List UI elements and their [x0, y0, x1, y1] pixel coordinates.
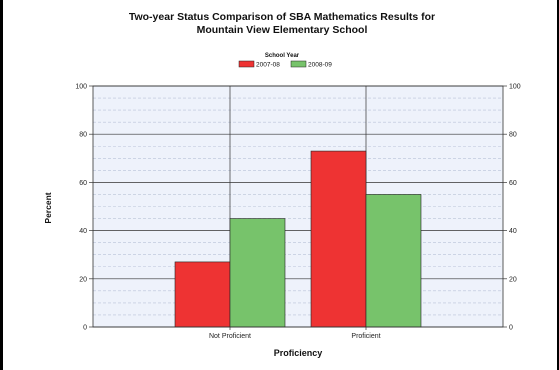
y-tick-label-left: 0 — [83, 325, 87, 332]
legend-title: School Year — [265, 53, 300, 59]
y-axis-label: Percent — [43, 192, 53, 223]
y-tick-label-left: 100 — [75, 84, 87, 91]
y-tick-label-right: 100 — [509, 84, 521, 91]
y-tick-label-left: 40 — [79, 228, 87, 235]
legend-label-2007-08: 2007-08 — [256, 62, 280, 69]
x-tick-label: Not Proficient — [209, 333, 251, 340]
y-tick-label-left: 20 — [79, 276, 87, 283]
y-tick-label-left: 80 — [79, 132, 87, 139]
y-tick-label-right: 60 — [509, 180, 517, 187]
bar-2007-08-not-proficient — [174, 261, 231, 328]
x-axis-label: Proficiency — [274, 348, 323, 358]
bar-2008-09-not-proficient — [229, 218, 286, 328]
y-tick-label-left: 60 — [79, 180, 87, 187]
bar-2007-08-proficient — [310, 150, 367, 328]
legend-swatch-2007-08 — [238, 60, 255, 68]
x-tick-label: Proficient — [351, 333, 380, 340]
plot-border — [92, 85, 504, 328]
chart-title-line-2: Mountain View Elementary School — [197, 24, 368, 36]
bar-2008-09-proficient — [365, 194, 422, 328]
legend-swatch-2008-09 — [290, 60, 307, 68]
y-tick-label-right: 0 — [509, 325, 513, 332]
y-tick-label-right: 80 — [509, 132, 517, 139]
y-tick-label-right: 40 — [509, 228, 517, 235]
legend: 2007-08 2008-09 — [238, 60, 332, 69]
plot-area: 0 0 20 20 40 40 60 60 80 80 100 100 Not Proficient Pr… — [75, 84, 520, 341]
y-tick-label-right: 20 — [509, 276, 517, 283]
chart-title-line-1: Two-year Status Comparison of SBA Mathem… — [129, 11, 435, 23]
bar-chart: Two-year Status Comparison of SBA Mathem… — [43, 11, 521, 358]
legend-label-2008-09: 2008-09 — [308, 62, 332, 69]
